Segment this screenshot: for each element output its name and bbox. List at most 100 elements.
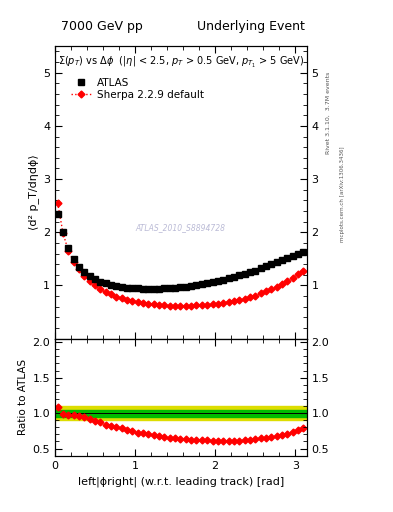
Bar (55, 406, 307, 420)
ATLAS (263, 263, 268, 269)
ATLAS (221, 276, 226, 283)
ATLAS (242, 271, 247, 277)
Sherpa 2.2.9 default (146, 301, 151, 307)
Sherpa 2.2.9 default (114, 293, 119, 300)
ATLAS (253, 267, 257, 273)
Sherpa 2.2.9 default (98, 286, 103, 292)
ATLAS (269, 261, 274, 267)
Sherpa 2.2.9 default (173, 303, 178, 309)
Sherpa 2.2.9 default (119, 295, 124, 301)
Sherpa 2.2.9 default (189, 303, 193, 309)
Text: Rivet 3.1.10,  3.7M events: Rivet 3.1.10, 3.7M events (326, 72, 331, 154)
ATLAS (162, 285, 167, 291)
Sherpa 2.2.9 default (103, 289, 108, 295)
ATLAS (151, 286, 156, 292)
ATLAS (66, 245, 71, 251)
ATLAS (210, 279, 215, 285)
Sherpa 2.2.9 default (135, 299, 140, 305)
ATLAS (248, 269, 252, 275)
ATLAS (173, 285, 178, 291)
ATLAS (98, 279, 103, 285)
ATLAS (215, 278, 220, 284)
Sherpa 2.2.9 default (269, 286, 274, 292)
ATLAS (146, 286, 151, 292)
Sherpa 2.2.9 default (151, 301, 156, 307)
Line: ATLAS: ATLAS (55, 210, 306, 292)
ATLAS (194, 282, 199, 288)
Sherpa 2.2.9 default (237, 297, 242, 303)
Sherpa 2.2.9 default (167, 303, 172, 309)
ATLAS (285, 255, 290, 261)
Sherpa 2.2.9 default (290, 275, 295, 281)
Sherpa 2.2.9 default (109, 291, 114, 297)
ATLAS (237, 272, 242, 279)
ATLAS (114, 283, 119, 289)
Sherpa 2.2.9 default (248, 294, 252, 300)
ATLAS (301, 249, 306, 255)
Y-axis label: ⟨d² p_T/dηdϕ⟩: ⟨d² p_T/dηdϕ⟩ (28, 155, 39, 230)
ATLAS (231, 274, 236, 280)
Sherpa 2.2.9 default (199, 302, 204, 308)
Sherpa 2.2.9 default (93, 283, 97, 289)
ATLAS (71, 256, 76, 262)
Text: 7000 GeV pp: 7000 GeV pp (61, 20, 143, 33)
ATLAS (103, 280, 108, 286)
Sherpa 2.2.9 default (253, 292, 257, 298)
Sherpa 2.2.9 default (226, 299, 231, 305)
Sherpa 2.2.9 default (263, 288, 268, 294)
Sherpa 2.2.9 default (301, 267, 306, 273)
Text: mcplots.cern.ch [arXiv:1306.3436]: mcplots.cern.ch [arXiv:1306.3436] (340, 147, 345, 242)
Sherpa 2.2.9 default (205, 302, 209, 308)
ATLAS (296, 250, 300, 257)
Sherpa 2.2.9 default (279, 281, 284, 287)
ATLAS (199, 281, 204, 287)
Sherpa 2.2.9 default (210, 301, 215, 307)
Sherpa 2.2.9 default (157, 302, 162, 308)
ATLAS (55, 210, 60, 217)
ATLAS (77, 264, 81, 270)
Sherpa 2.2.9 default (215, 301, 220, 307)
Sherpa 2.2.9 default (162, 302, 167, 308)
ATLAS (178, 284, 183, 290)
Sherpa 2.2.9 default (82, 273, 87, 279)
ATLAS (125, 285, 129, 291)
Text: ATLAS_2010_S8894728: ATLAS_2010_S8894728 (136, 223, 226, 232)
Sherpa 2.2.9 default (130, 298, 135, 304)
Sherpa 2.2.9 default (231, 298, 236, 304)
Sherpa 2.2.9 default (242, 296, 247, 302)
Sherpa 2.2.9 default (178, 303, 183, 309)
Text: $\Sigma(p_T)$ vs $\Delta\phi$  ($|\eta|$ < 2.5, $p_T$ > 0.5 GeV, $p_{T_1}$ > 5 G: $\Sigma(p_T)$ vs $\Delta\phi$ ($|\eta|$ … (58, 55, 304, 70)
ATLAS (167, 285, 172, 291)
ATLAS (279, 257, 284, 263)
ATLAS (157, 286, 162, 292)
ATLAS (82, 269, 87, 275)
Sherpa 2.2.9 default (77, 266, 81, 272)
Sherpa 2.2.9 default (274, 284, 279, 290)
Sherpa 2.2.9 default (296, 271, 300, 278)
ATLAS (109, 282, 114, 288)
ATLAS (135, 285, 140, 291)
Sherpa 2.2.9 default (285, 278, 290, 284)
Text: Underlying Event: Underlying Event (197, 20, 305, 33)
ATLAS (119, 284, 124, 290)
Bar (55, 410, 307, 417)
ATLAS (141, 286, 145, 292)
ATLAS (130, 285, 135, 291)
Sherpa 2.2.9 default (221, 300, 226, 306)
Legend: ATLAS, Sherpa 2.2.9 default: ATLAS, Sherpa 2.2.9 default (68, 75, 207, 103)
ATLAS (61, 229, 65, 236)
ATLAS (290, 252, 295, 259)
Sherpa 2.2.9 default (258, 290, 263, 296)
Sherpa 2.2.9 default (61, 230, 65, 237)
ATLAS (189, 283, 193, 289)
Sherpa 2.2.9 default (87, 278, 92, 284)
Sherpa 2.2.9 default (55, 200, 60, 206)
X-axis label: left|ϕright| (w.r.t. leading track) [rad]: left|ϕright| (w.r.t. leading track) [rad… (78, 476, 284, 486)
Sherpa 2.2.9 default (184, 303, 188, 309)
ATLAS (87, 273, 92, 279)
Sherpa 2.2.9 default (194, 302, 199, 308)
Line: Sherpa 2.2.9 default: Sherpa 2.2.9 default (55, 201, 306, 308)
Y-axis label: Ratio to ATLAS: Ratio to ATLAS (18, 359, 28, 435)
ATLAS (258, 265, 263, 271)
Sherpa 2.2.9 default (141, 300, 145, 306)
